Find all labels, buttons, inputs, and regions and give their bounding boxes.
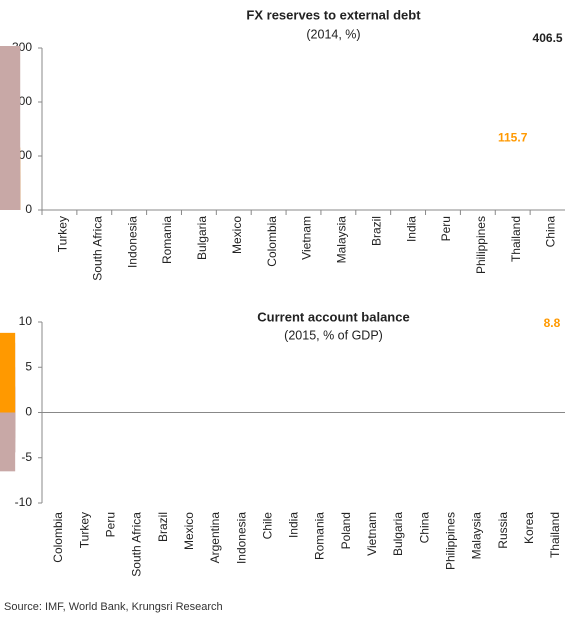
x-tick-label: South Africa [90, 216, 104, 281]
x-tick-label: Russia [496, 512, 510, 549]
bar [0, 332, 16, 413]
bars [0, 46, 21, 210]
bar [0, 412, 16, 418]
x-tick-label: Thailand [548, 512, 562, 558]
y-tick-label: 5 [25, 359, 32, 373]
x-tick-label: Colombia [265, 216, 279, 267]
x-tick-label: Romania [160, 216, 174, 264]
chart-title: Current account balance [257, 309, 409, 324]
x-tick-label: Poland [339, 512, 353, 549]
x-tick-label: Mexico [230, 216, 244, 254]
x-tick-label: Turkey [56, 216, 70, 252]
x-tick-label: Brazil [156, 512, 170, 542]
x-tick-label: Bulgaria [195, 216, 209, 260]
y-tick-label: 0 [25, 202, 32, 216]
x-tick-label: Indonesia [125, 216, 139, 268]
x-tick-label: Philippines [474, 216, 488, 274]
x-tick-label: Malaysia [470, 512, 484, 560]
bars [0, 332, 16, 472]
x-tick-label: Bulgaria [391, 512, 405, 556]
y-tick-label: -10 [15, 495, 33, 509]
x-tick-label: India [287, 512, 301, 538]
value-label: 115.7 [498, 131, 528, 145]
x-tick-label: Korea [522, 512, 536, 544]
bar [0, 46, 21, 210]
x-tick-label: Brazil [369, 216, 383, 246]
chart-subtitle: (2014, %) [306, 27, 360, 41]
x-tick-label: Argentina [208, 512, 222, 564]
x-tick-label: Philippines [443, 512, 457, 570]
x-tick-label: China [417, 512, 431, 544]
x-tick-label: South Africa [130, 512, 144, 577]
x-tick-label: Thailand [509, 216, 523, 262]
x-tick-label: Mexico [182, 512, 196, 550]
bar [0, 412, 16, 423]
x-tick-label: Malaysia [335, 216, 349, 264]
x-tick-label: Peru [439, 216, 453, 241]
x-tick-label: Vietnam [300, 216, 314, 260]
chart-subtitle: (2015, % of GDP) [284, 328, 383, 342]
value-label: 406.5 [533, 31, 563, 45]
y-tick-label: -5 [21, 450, 32, 464]
y-tick-label: 0 [25, 405, 32, 419]
x-tick-label: Vietnam [365, 512, 379, 556]
x-tick-label: Peru [104, 512, 118, 537]
y-tick-label: 10 [19, 314, 33, 328]
value-label: 8.8 [544, 316, 561, 330]
chart-title: FX reserves to external debt [246, 7, 421, 22]
x-tick-label: India [404, 216, 418, 242]
x-tick-label: Romania [313, 512, 327, 560]
x-tick-label: China [544, 216, 558, 248]
source-note: Source: IMF, World Bank, Krungsri Resear… [4, 601, 223, 613]
x-tick-label: Colombia [51, 512, 65, 563]
x-tick-label: Chile [260, 512, 274, 540]
x-tick-label: Indonesia [234, 512, 248, 564]
x-tick-label: Turkey [77, 512, 91, 548]
